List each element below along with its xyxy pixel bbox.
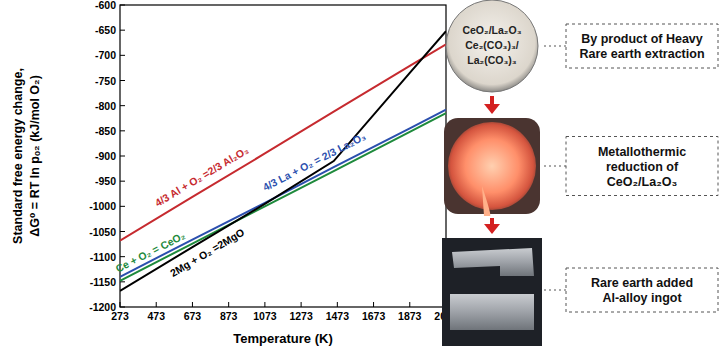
- y-tick-label: -700: [95, 49, 116, 61]
- step-label: Al-alloy ingot: [602, 291, 682, 305]
- x-tick: [120, 302, 121, 307]
- y-tick-label: -1200: [89, 301, 116, 313]
- series-label: 2Mg + O₂ =2MgO: [168, 226, 246, 279]
- y-tick: [120, 231, 125, 232]
- y-tick-label: -800: [95, 100, 116, 112]
- step-label: Rare earth extraction: [579, 47, 704, 61]
- x-tick: [373, 302, 374, 307]
- label-box: [566, 24, 718, 68]
- y-tick: [120, 80, 125, 81]
- step-label: By product of Heavy: [581, 32, 703, 46]
- melt-image-bg: [444, 118, 540, 214]
- y-tick-label: -1000: [89, 200, 116, 212]
- x-tick: [409, 302, 410, 307]
- x-tick-label: 1873: [398, 310, 422, 322]
- step-label: CeO₂/La₂O₃: [607, 175, 678, 189]
- powder-image: [446, 0, 538, 92]
- x-tick: [228, 302, 229, 307]
- x-axis-label: Temperature (K): [233, 331, 332, 346]
- y-tick: [120, 30, 125, 31]
- x-tick-label: 1073: [253, 310, 277, 322]
- x-tick-label: 473: [147, 310, 165, 322]
- connector: [544, 166, 566, 167]
- y-tick-label: -900: [95, 150, 116, 162]
- x-tick: [301, 302, 302, 307]
- y-tick: [120, 105, 125, 106]
- x-tick-label: 1273: [289, 310, 313, 322]
- connector: [544, 46, 566, 47]
- y-tick-label: -650: [95, 24, 116, 36]
- series-line: [120, 113, 446, 281]
- step-label: Metallothermic: [598, 145, 686, 159]
- arrow-head: [484, 224, 500, 234]
- y-tick: [120, 206, 125, 207]
- figure: 273473673873107312731473167318732073-120…: [0, 0, 726, 352]
- plot-frame: [120, 5, 446, 307]
- x-tick-label: 673: [184, 310, 202, 322]
- label-box: [566, 268, 718, 312]
- series-line: [120, 31, 446, 291]
- y-tick: [120, 181, 125, 182]
- y-tick-label: -600: [95, 0, 116, 11]
- y-tick-label: -1050: [89, 226, 116, 238]
- y-tick-label: -1150: [90, 276, 116, 288]
- image-text: Ce₂(CO₃)₃/: [465, 39, 519, 51]
- y-axis-label: ΔG⁰ = RT ln pₒ₂ (kJ/mol O₂): [28, 75, 42, 237]
- step-label: Rare earth added: [591, 276, 693, 290]
- x-tick-label: 1673: [362, 310, 386, 322]
- x-tick: [192, 302, 193, 307]
- series-label: 4/3 Al + O₂ =2/3 Al₂O₃: [153, 144, 251, 209]
- y-tick: [120, 55, 125, 56]
- x-tick-label: 873: [220, 310, 238, 322]
- y-tick: [120, 256, 125, 257]
- series-group: [120, 31, 446, 291]
- y-tick: [120, 156, 125, 157]
- y-tick-label: -750: [95, 75, 116, 87]
- series-label: 4/3 La + O₂ = 2/3 La₂O₃: [261, 130, 368, 193]
- x-tick: [337, 302, 338, 307]
- y-axis-label: Standard free energy change,: [11, 68, 25, 244]
- y-tick-label: -950: [95, 175, 116, 187]
- y-tick-label: -1100: [90, 251, 116, 263]
- image-text: La₂(CO₃)₃: [467, 54, 517, 66]
- arrow-head: [484, 104, 500, 114]
- connector: [544, 290, 566, 291]
- step-label: reduction of: [606, 160, 679, 174]
- ingot: [450, 294, 534, 330]
- image-text: CeO₂/La₂O₃: [462, 24, 521, 36]
- y-tick: [120, 130, 125, 131]
- y-tick-label: -850: [95, 125, 116, 137]
- melt-pour: [482, 186, 490, 216]
- label-box: [566, 137, 718, 196]
- ingot-image-bg: [442, 238, 542, 346]
- y-tick: [120, 307, 125, 308]
- series-line: [120, 44, 446, 240]
- x-tick: [264, 302, 265, 307]
- x-tick: [156, 302, 157, 307]
- ingot: [452, 248, 534, 276]
- x-tick-label: 1473: [326, 310, 350, 322]
- melt-image: [448, 122, 536, 210]
- y-tick: [120, 5, 125, 6]
